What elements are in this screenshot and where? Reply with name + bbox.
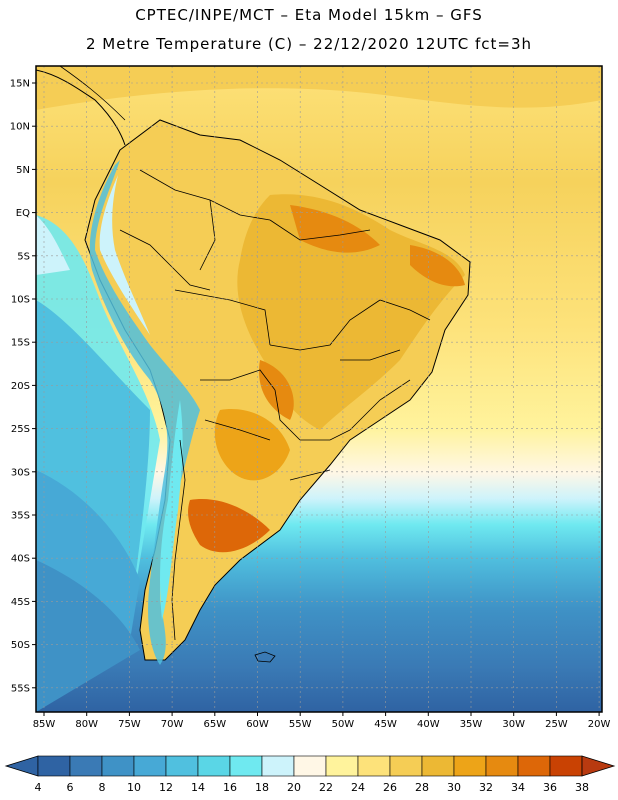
- colorbar-bin: [229, 755, 263, 777]
- colorbar-label: 8: [99, 781, 106, 794]
- map-title: CPTEC/INPE/MCT – Eta Model 15km – GFS: [135, 6, 483, 24]
- lon-label: 55W: [289, 719, 312, 730]
- colorbar-low-arrow: [4, 755, 39, 777]
- colorbar-label: 38: [575, 781, 589, 794]
- colorbar-bin: [325, 755, 359, 777]
- lon-label: 20W: [588, 719, 611, 730]
- lon-label: 25W: [545, 719, 568, 730]
- latitude-labels: 15N 10N 5N EQ 5S 10S 15S 20S 25S 30S 35S 40S 45S 50S 5…: [10, 79, 36, 694]
- lon-label: 85W: [33, 719, 56, 730]
- colorbar-label: 20: [287, 781, 301, 794]
- longitude-labels: 85W 80W 75W 70W 65W 60W 55W 50W 45W 40W 35W 30W 25W 2…: [33, 712, 611, 730]
- colorbar-bin: [165, 755, 199, 777]
- colorbar-bin: [293, 755, 327, 777]
- colorbar-bin: [69, 755, 103, 777]
- lat-label: 5N: [16, 165, 30, 176]
- lon-label: 35W: [460, 719, 483, 730]
- colorbar-label: 4: [35, 781, 42, 794]
- colorbar-label: 14: [191, 781, 205, 794]
- colorbar-label: 24: [351, 781, 365, 794]
- lat-label: 10S: [11, 295, 30, 306]
- colorbar-label: 18: [255, 781, 269, 794]
- colorbar-bin: [133, 755, 167, 777]
- colorbar-bin: [421, 755, 455, 777]
- colorbar-bin: [197, 755, 231, 777]
- lat-label: 25S: [11, 424, 30, 435]
- lat-label: 15S: [11, 338, 30, 349]
- lat-label: 55S: [11, 683, 30, 694]
- lon-label: 30W: [502, 719, 525, 730]
- colorbar-bin: [453, 755, 487, 777]
- colorbar-label: 32: [479, 781, 493, 794]
- colorbar-bin: [549, 755, 583, 777]
- colorbar-bin: [261, 755, 295, 777]
- lat-label: 30S: [11, 467, 30, 478]
- colorbar-bin: [37, 755, 71, 777]
- lat-label: 15N: [10, 79, 30, 90]
- map-gridlines: [36, 66, 602, 712]
- lon-label: 70W: [161, 719, 184, 730]
- lon-label: 75W: [118, 719, 141, 730]
- lat-label: 45S: [11, 597, 30, 608]
- lon-label: 60W: [246, 719, 269, 730]
- lat-label: 35S: [11, 511, 30, 522]
- colorbar-label: 36: [543, 781, 557, 794]
- colorbar-label: 6: [67, 781, 74, 794]
- colorbar-bin: [101, 755, 135, 777]
- colorbar-bin: [357, 755, 391, 777]
- colorbar-bin: [485, 755, 519, 777]
- colorbar-label: 12: [159, 781, 173, 794]
- colorbar-label: 30: [447, 781, 461, 794]
- lat-label: 50S: [11, 640, 30, 651]
- lon-label: 65W: [203, 719, 226, 730]
- lat-label: 5S: [17, 251, 30, 262]
- colorbar-bin: [389, 755, 423, 777]
- lat-label: 20S: [11, 381, 30, 392]
- lat-label: EQ: [16, 208, 30, 219]
- lon-label: 40W: [417, 719, 440, 730]
- lat-label: 40S: [11, 554, 30, 565]
- colorbar-label: 22: [319, 781, 333, 794]
- lon-label: 80W: [75, 719, 98, 730]
- colorbar-bin: [517, 755, 551, 777]
- colorbar-high-arrow: [581, 755, 616, 777]
- colorbar-label: 26: [383, 781, 397, 794]
- colorbar-label: 16: [223, 781, 237, 794]
- colorbar: 4 6 8 10 12 14 16 18 20 22 24 26 28 30 32 34 36 38: [4, 755, 616, 794]
- map-fill: [36, 66, 602, 712]
- colorbar-label: 28: [415, 781, 429, 794]
- colorbar-label: 10: [127, 781, 141, 794]
- map-subtitle: 2 Metre Temperature (C) – 22/12/2020 12U…: [85, 35, 533, 53]
- map-frame: [35, 65, 603, 713]
- colorbar-label: 34: [511, 781, 525, 794]
- lat-label: 10N: [10, 122, 30, 133]
- lon-label: 50W: [332, 719, 355, 730]
- lon-label: 45W: [374, 719, 397, 730]
